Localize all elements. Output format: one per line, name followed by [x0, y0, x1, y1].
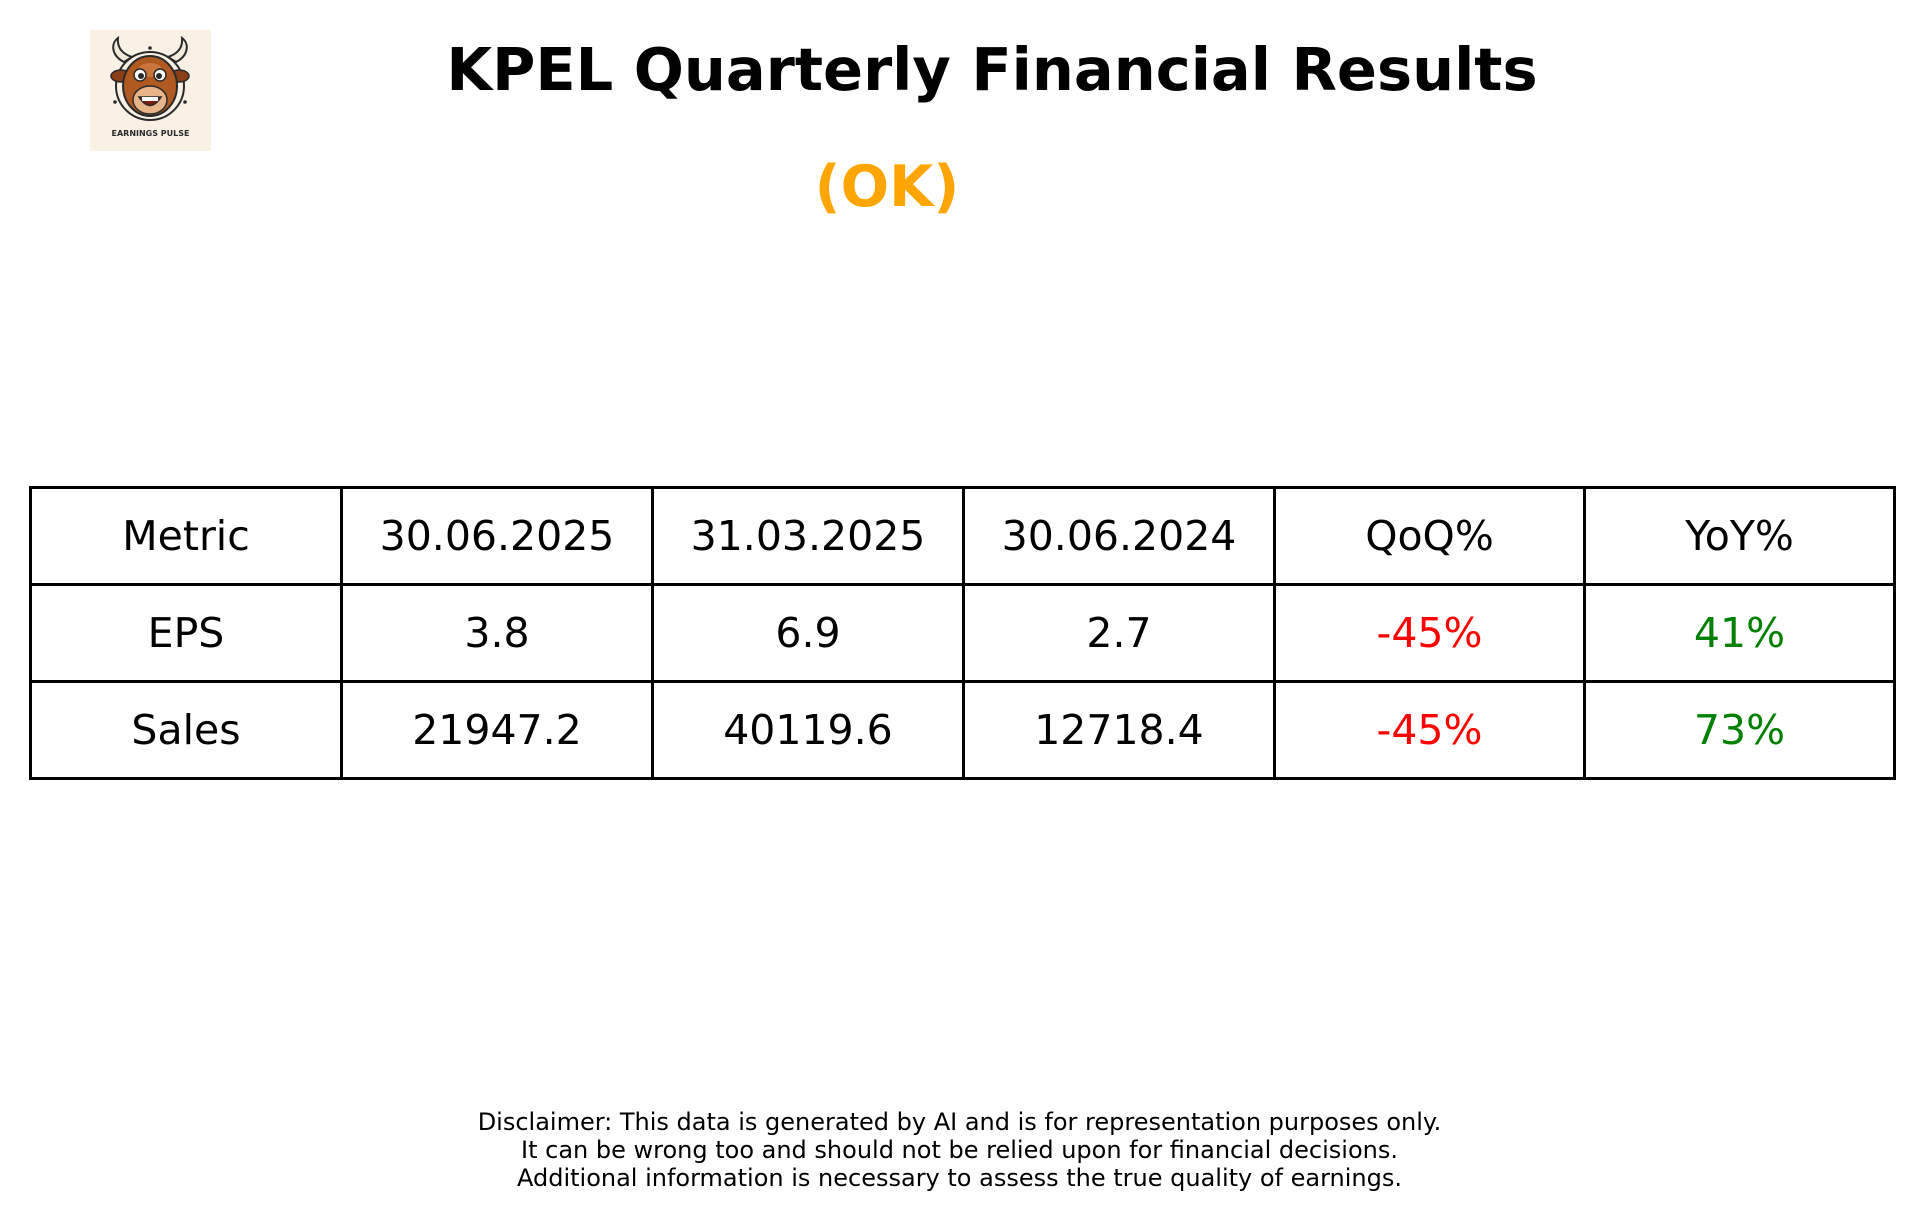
status-label: (OK)	[814, 154, 960, 220]
header-cell-metric: Metric	[29, 486, 343, 586]
value-cell: 6.9	[651, 583, 965, 683]
earnings-pulse-logo: EARNINGS PULSE	[90, 30, 211, 151]
bull-mascot-icon	[90, 30, 211, 151]
value-cell: 21947.2	[340, 680, 654, 780]
disclaimer: Disclaimer: This data is generated by AI…	[0, 1108, 1919, 1192]
yoy-cell: 41%	[1583, 583, 1896, 683]
qoq-cell: -45%	[1273, 583, 1586, 683]
table-header-row: Metric 30.06.2025 31.03.2025 30.06.2024 …	[29, 486, 1896, 586]
header-cell-yoy: YoY%	[1583, 486, 1896, 586]
value-cell: 3.8	[340, 583, 654, 683]
metric-cell: EPS	[29, 583, 343, 683]
value-cell: 40119.6	[651, 680, 965, 780]
header-cell-q3: 30.06.2024	[962, 486, 1276, 586]
metric-cell: Sales	[29, 680, 343, 780]
header-cell-q1: 30.06.2025	[340, 486, 654, 586]
table-row: Sales 21947.2 40119.6 12718.4 -45% 73%	[29, 680, 1896, 780]
header-cell-qoq: QoQ%	[1273, 486, 1586, 586]
disclaimer-line: Disclaimer: This data is generated by AI…	[477, 1108, 1442, 1136]
value-cell: 12718.4	[962, 680, 1276, 780]
page-title: KPEL Quarterly Financial Results	[446, 35, 1538, 104]
logo-caption: EARNINGS PULSE	[111, 129, 190, 138]
table-row: EPS 3.8 6.9 2.7 -45% 41%	[29, 583, 1896, 683]
header-cell-q2: 31.03.2025	[651, 486, 965, 586]
value-cell: 2.7	[962, 583, 1276, 683]
disclaimer-line: It can be wrong too and should not be re…	[521, 1136, 1398, 1164]
qoq-cell: -45%	[1273, 680, 1586, 780]
results-table: Metric 30.06.2025 31.03.2025 30.06.2024 …	[29, 486, 1896, 780]
disclaimer-line: Additional information is necessary to a…	[516, 1164, 1402, 1192]
yoy-cell: 73%	[1583, 680, 1896, 780]
